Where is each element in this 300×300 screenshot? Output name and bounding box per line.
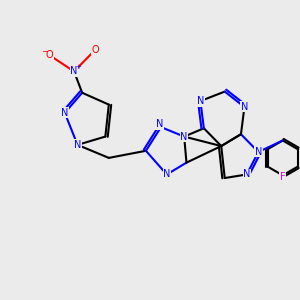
Text: N: N <box>255 147 262 157</box>
Text: F: F <box>280 172 286 182</box>
Text: N: N <box>70 66 78 76</box>
Text: N: N <box>74 140 81 150</box>
Text: N: N <box>241 102 248 112</box>
Text: N: N <box>156 119 163 129</box>
Text: N: N <box>197 96 204 106</box>
Text: N: N <box>163 169 170 179</box>
Text: N: N <box>61 108 68 118</box>
Text: +: + <box>75 64 81 70</box>
Text: O: O <box>46 50 53 60</box>
Text: N: N <box>243 169 250 179</box>
Text: N: N <box>181 132 188 142</box>
Text: O: O <box>92 45 99 55</box>
Text: −: − <box>41 47 48 56</box>
